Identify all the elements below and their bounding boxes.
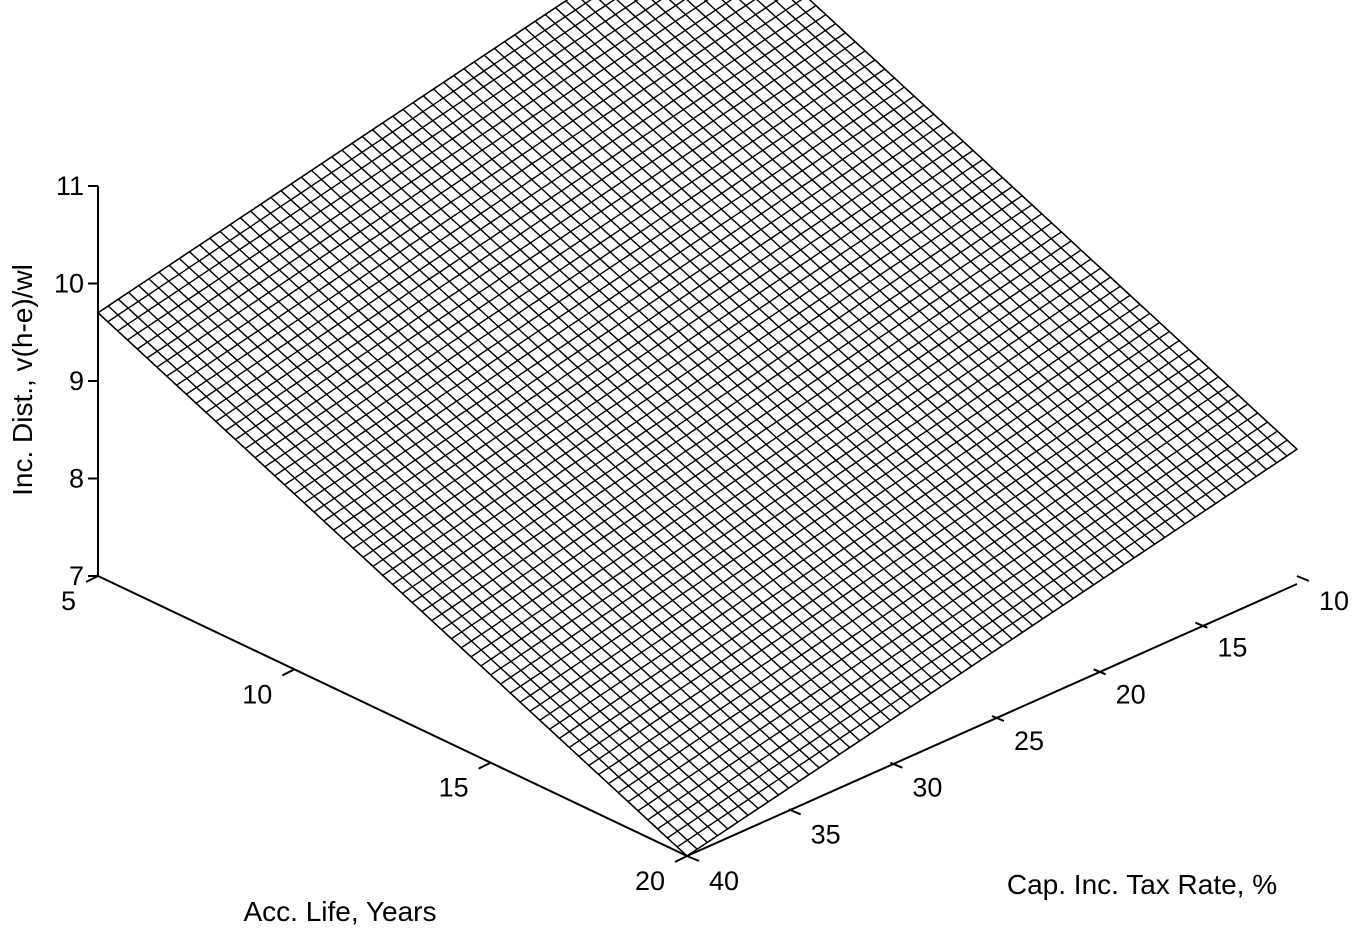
ticks: 7 8 9 10 11 5 10 15 20 10 15 20 25 30 35 40 [54, 171, 1349, 896]
mesh-line-y [494, 47, 1084, 593]
z-tick-label: 7 [69, 561, 84, 591]
y-tick-label: 35 [811, 819, 841, 849]
mesh-line-y [168, 264, 759, 810]
x-axis-line [97, 575, 688, 857]
mesh-line-y [321, 163, 912, 708]
mesh-line-y [402, 108, 993, 654]
mesh-line-y [97, 312, 688, 857]
mesh-line-y [524, 27, 1115, 572]
mesh-line-y [199, 244, 790, 789]
mesh-line-y [703, 0, 1237, 491]
mesh-line-y [128, 291, 718, 837]
mesh-line-y [372, 129, 962, 674]
y-tick-mark [686, 855, 700, 862]
z-tick-label: 10 [54, 269, 84, 299]
y-tick-mark [889, 761, 903, 769]
x-tick-label: 5 [61, 586, 76, 616]
mesh-line-y [270, 196, 861, 742]
mesh-line-y [311, 169, 901, 715]
mesh-line-y [463, 68, 1054, 613]
y-tick-label: 20 [1116, 679, 1146, 709]
mesh-line-y [117, 298, 708, 843]
mesh-line-y [219, 230, 810, 776]
mesh-line-y [534, 20, 1125, 566]
mesh-line-y [382, 122, 973, 667]
mesh-line-y [581, 0, 1166, 538]
mesh-line-y [392, 115, 983, 660]
mesh-line-y [483, 54, 1074, 599]
y-axis-line [686, 583, 1298, 857]
surface-mesh [96, 0, 1299, 857]
y-tick-mark [1296, 575, 1310, 582]
mesh-line-y [138, 285, 729, 830]
mesh-line-y [738, 0, 1257, 477]
y-tick-mark [1194, 621, 1208, 629]
mesh-line-y [668, 0, 1217, 505]
y-axis-title: Cap. Inc. Tax Rate, % [1007, 869, 1277, 900]
mesh-line-y [351, 142, 942, 688]
y-tick-label: 15 [1217, 633, 1247, 663]
mesh-line-y [331, 156, 922, 701]
mesh-line-y [514, 34, 1105, 579]
mesh-line-y [721, 0, 1247, 484]
mesh-line-y [651, 0, 1206, 511]
mesh-line-y [178, 257, 769, 803]
mesh-line-y [250, 210, 840, 755]
y-tick-label: 10 [1319, 586, 1349, 616]
y-tick-label: 25 [1014, 726, 1044, 756]
x-tick-mark [85, 575, 99, 583]
mesh-line-y [158, 271, 749, 816]
x-tick-mark [281, 668, 295, 677]
mesh-line-y [300, 176, 891, 721]
mesh-line-y [808, 0, 1298, 450]
mesh-line-y [341, 149, 932, 694]
mesh-line-y [544, 13, 1135, 559]
x-tick-label: 10 [242, 679, 272, 709]
mesh-line-y [504, 41, 1095, 586]
mesh-line-y [555, 7, 1145, 552]
mesh-line-y [260, 203, 851, 749]
mesh-line-y [686, 0, 1227, 498]
mesh-line-y [791, 0, 1288, 457]
mesh-line-y [616, 0, 1186, 525]
x-tick-label: 20 [635, 866, 665, 896]
x-tick-mark [478, 761, 492, 770]
mesh-line-y [433, 88, 1023, 633]
mesh-line-y [361, 135, 952, 681]
mesh-line-y [290, 183, 881, 728]
x-tick-mark [674, 855, 688, 863]
mesh-line-y [598, 0, 1176, 532]
mesh-line-y [443, 81, 1034, 627]
z-tick-label: 9 [69, 366, 84, 396]
mesh-line-y [229, 224, 820, 769]
mesh-line-y [773, 0, 1278, 464]
z-axis-title: Inc. Dist., v(h-e)/wl [7, 264, 38, 496]
mesh-line-y [756, 0, 1267, 471]
y-tick-mark [1093, 668, 1107, 676]
mesh-line-y [148, 278, 739, 823]
y-tick-mark [788, 808, 802, 816]
mesh-line-y [189, 251, 779, 796]
mesh-line-y [412, 102, 1003, 647]
z-tick-label: 8 [69, 464, 84, 494]
z-tick-label: 11 [56, 171, 84, 201]
y-tick-label: 40 [709, 866, 739, 896]
y-tick-mark [991, 715, 1005, 722]
mesh-line-y [422, 95, 1013, 640]
mesh-line-y [209, 237, 800, 782]
mesh-line-y [473, 61, 1064, 606]
mesh-line-y [280, 190, 871, 735]
mesh-line-y [453, 74, 1044, 620]
y-tick-label: 30 [912, 773, 942, 803]
x-tick-label: 15 [439, 773, 469, 803]
mesh-line-y [565, 0, 1156, 545]
mesh-line-y [107, 305, 698, 850]
x-axis-title: Acc. Life, Years [243, 896, 436, 927]
mesh-line-y [633, 0, 1196, 518]
mesh-line-y [239, 217, 830, 762]
